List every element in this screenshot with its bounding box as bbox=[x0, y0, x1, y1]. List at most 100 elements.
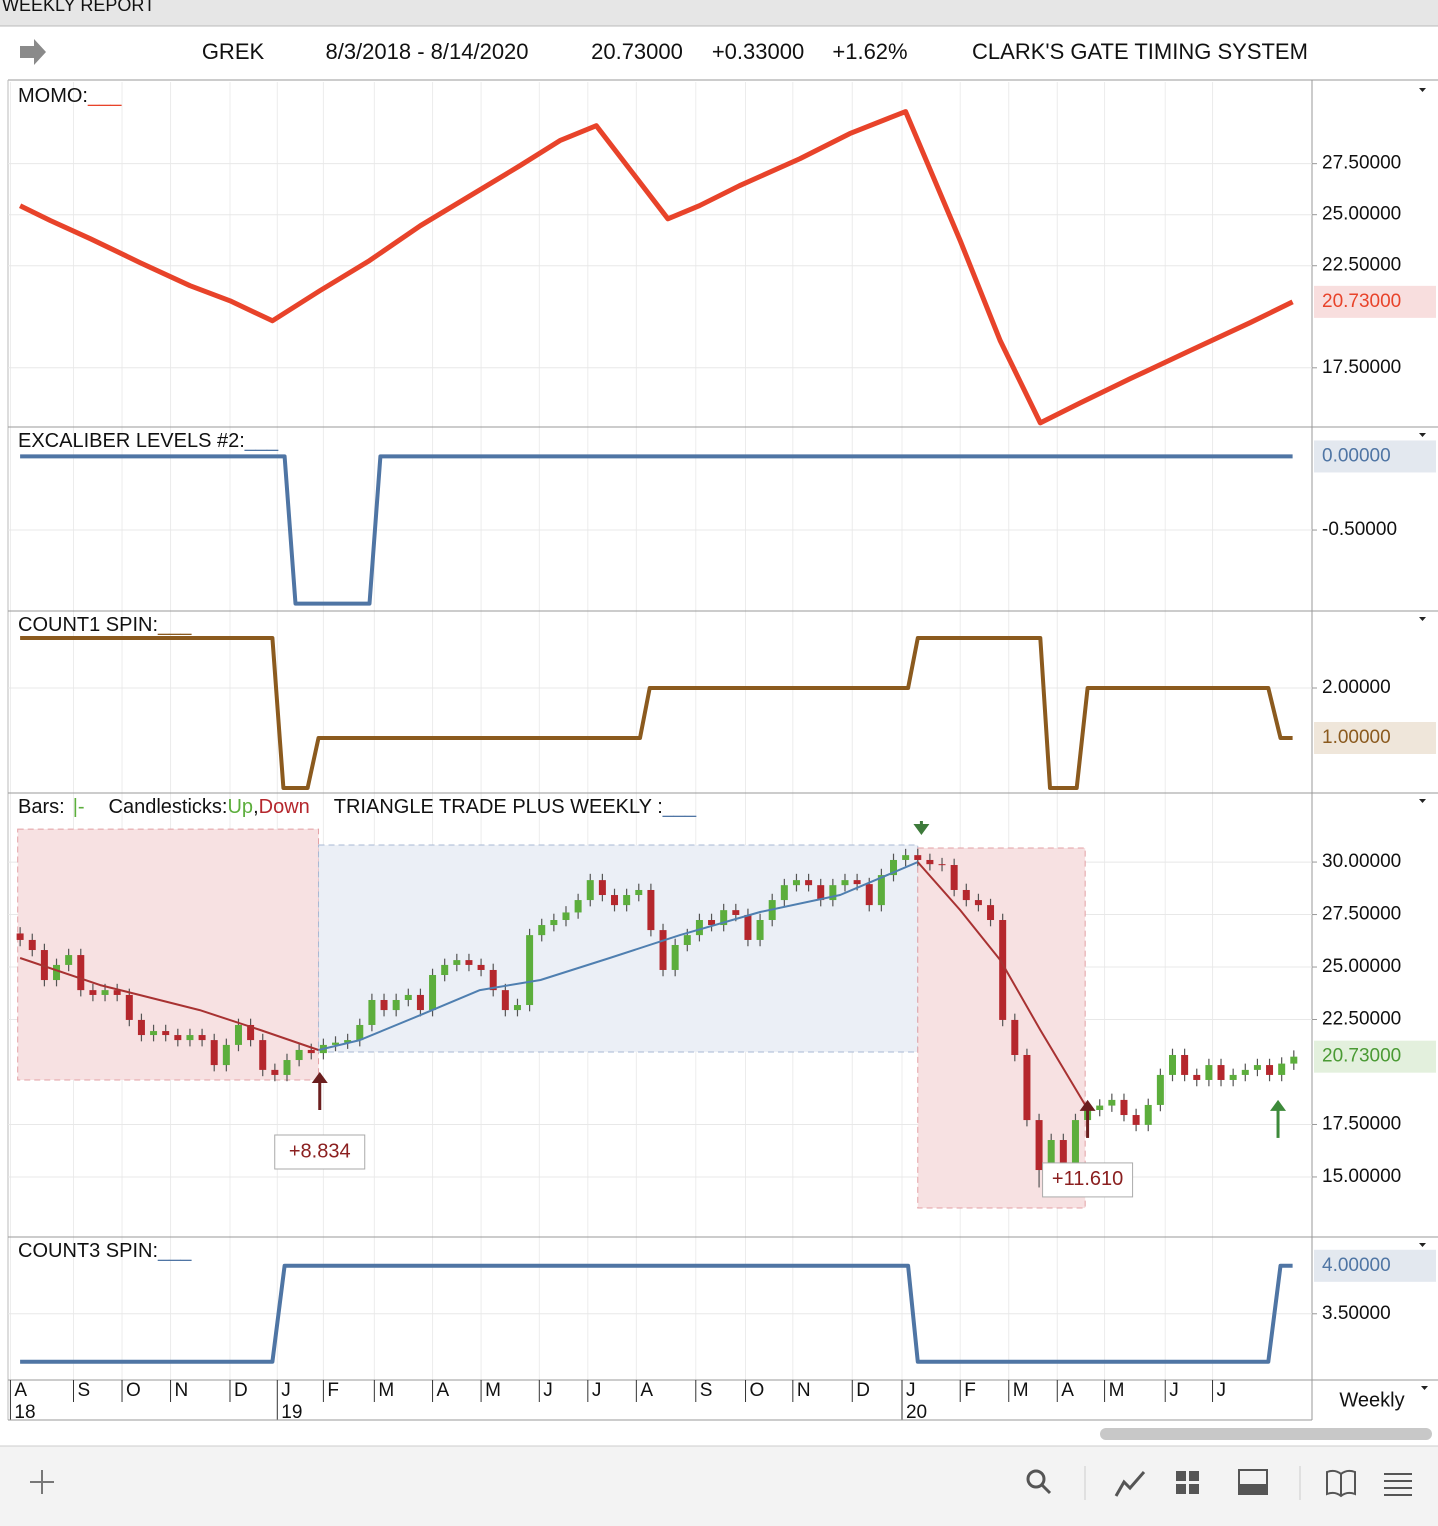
year-label: 19 bbox=[281, 1402, 302, 1423]
system-name: CLARK'S GATE TIMING SYSTEM bbox=[972, 39, 1308, 64]
legend-item: |- bbox=[73, 796, 85, 818]
x-tick-label: J bbox=[906, 1380, 916, 1401]
x-tick-label: M bbox=[485, 1380, 501, 1401]
chart-button[interactable] bbox=[1114, 1471, 1146, 1497]
legend-item: Up bbox=[227, 796, 253, 818]
legend-item: Down bbox=[259, 796, 310, 818]
moving-average bbox=[318, 861, 919, 1051]
menu-button[interactable] bbox=[1384, 1473, 1412, 1496]
arrow-head bbox=[311, 1071, 328, 1083]
panel-title: COUNT1 SPIN:___ bbox=[18, 614, 192, 636]
candle-body bbox=[489, 969, 497, 991]
search-button[interactable] bbox=[1026, 1469, 1052, 1495]
current-value-box bbox=[1314, 440, 1436, 473]
candle-body bbox=[283, 1060, 291, 1075]
book-button[interactable] bbox=[1326, 1469, 1356, 1498]
candle-body bbox=[914, 855, 922, 860]
candle-body bbox=[1181, 1054, 1189, 1075]
window-button[interactable] bbox=[1238, 1469, 1268, 1495]
candle-body bbox=[174, 1035, 182, 1041]
x-tick-label: N bbox=[797, 1380, 811, 1401]
panel-menu[interactable] bbox=[1419, 88, 1426, 92]
candle-body bbox=[962, 889, 970, 901]
zone-layer bbox=[17, 828, 1086, 1209]
period-menu[interactable] bbox=[1421, 1386, 1428, 1390]
candle-body bbox=[695, 920, 703, 936]
x-tick-label: S bbox=[700, 1380, 713, 1401]
y-tick-label: 27.50000 bbox=[1322, 153, 1401, 174]
current-value-label: 0.00000 bbox=[1322, 445, 1391, 466]
toolbar bbox=[0, 1446, 1438, 1526]
candle-body bbox=[259, 1040, 267, 1070]
signal-arrow bbox=[1079, 1099, 1096, 1138]
candle-body bbox=[53, 964, 61, 981]
title-bar bbox=[0, 0, 1438, 26]
zone bbox=[318, 844, 919, 1053]
x-tick-label: M bbox=[1109, 1380, 1125, 1401]
candle-body bbox=[1011, 1019, 1019, 1055]
candle-body bbox=[501, 990, 509, 1011]
candle-body bbox=[708, 920, 716, 926]
candle-body bbox=[137, 1019, 145, 1036]
legend-item: Bars: bbox=[18, 796, 65, 818]
candle-body bbox=[780, 885, 788, 901]
y-tick-label: 17.50000 bbox=[1322, 1113, 1401, 1134]
candle-body bbox=[926, 859, 934, 865]
period-label[interactable]: Weekly bbox=[1339, 1389, 1404, 1411]
candle-body bbox=[234, 1024, 242, 1045]
add-button[interactable] bbox=[30, 1470, 54, 1494]
candle-body bbox=[1278, 1063, 1286, 1075]
nav-arrow[interactable] bbox=[20, 39, 46, 65]
panel-menu[interactable] bbox=[1419, 617, 1426, 621]
candle-body bbox=[938, 864, 946, 866]
candle-body bbox=[902, 855, 910, 860]
x-tick-label: F bbox=[964, 1380, 976, 1401]
candle-body bbox=[28, 939, 36, 951]
legend-item: , bbox=[253, 796, 259, 818]
candle-body bbox=[805, 880, 813, 886]
panel-menu[interactable] bbox=[1419, 799, 1426, 803]
candle-body bbox=[526, 935, 534, 1006]
last-price: 20.73000 bbox=[591, 39, 683, 64]
layout-button[interactable] bbox=[1176, 1471, 1199, 1494]
panel-menu[interactable] bbox=[1419, 1243, 1426, 1247]
panel-title: COUNT3 SPIN:___ bbox=[18, 1240, 192, 1262]
legend-item: Candlesticks: bbox=[109, 796, 228, 818]
x-tick-label: J bbox=[281, 1380, 291, 1401]
candle-body bbox=[1023, 1054, 1031, 1121]
legend-swatch: ___ bbox=[157, 1240, 192, 1262]
current-value-box bbox=[1314, 722, 1436, 754]
y-tick-label: 25.00000 bbox=[1322, 956, 1401, 977]
candle-body bbox=[295, 1049, 303, 1061]
signal-label-box bbox=[274, 1134, 366, 1170]
signal-label: +11.610 bbox=[1052, 1168, 1123, 1190]
arrow-head bbox=[913, 823, 930, 835]
candle-body bbox=[101, 990, 109, 995]
x-tick-label: S bbox=[78, 1380, 91, 1401]
candle-body bbox=[829, 885, 837, 901]
candle-body bbox=[198, 1035, 206, 1041]
candle-body bbox=[271, 1069, 279, 1075]
y-tick-label: 25.00000 bbox=[1322, 204, 1401, 225]
candle-body bbox=[538, 925, 546, 936]
series-line bbox=[20, 636, 1293, 790]
panel-title-text: COUNT3 SPIN: bbox=[18, 1240, 158, 1262]
current-value-label: 4.00000 bbox=[1322, 1255, 1391, 1276]
candle-body bbox=[1205, 1065, 1213, 1080]
candle-body bbox=[623, 895, 631, 906]
window-title: WEEKLY REPORT bbox=[2, 0, 155, 15]
candle-body bbox=[1035, 1120, 1043, 1171]
x-tick-label: J bbox=[1169, 1380, 1179, 1401]
panel-menu[interactable] bbox=[1419, 433, 1426, 437]
series-line bbox=[18, 109, 1294, 426]
x-tick-label: M bbox=[1013, 1380, 1029, 1401]
legend-item: TRIANGLE TRADE PLUS WEEKLY : bbox=[334, 796, 663, 818]
scrollbar[interactable] bbox=[1100, 1428, 1432, 1440]
y-tick-label: 2.00000 bbox=[1322, 677, 1391, 698]
candle-body bbox=[1144, 1104, 1152, 1125]
candle-body bbox=[380, 999, 388, 1011]
candle-body bbox=[150, 1031, 158, 1036]
current-value-label: 20.73000 bbox=[1322, 1046, 1401, 1067]
